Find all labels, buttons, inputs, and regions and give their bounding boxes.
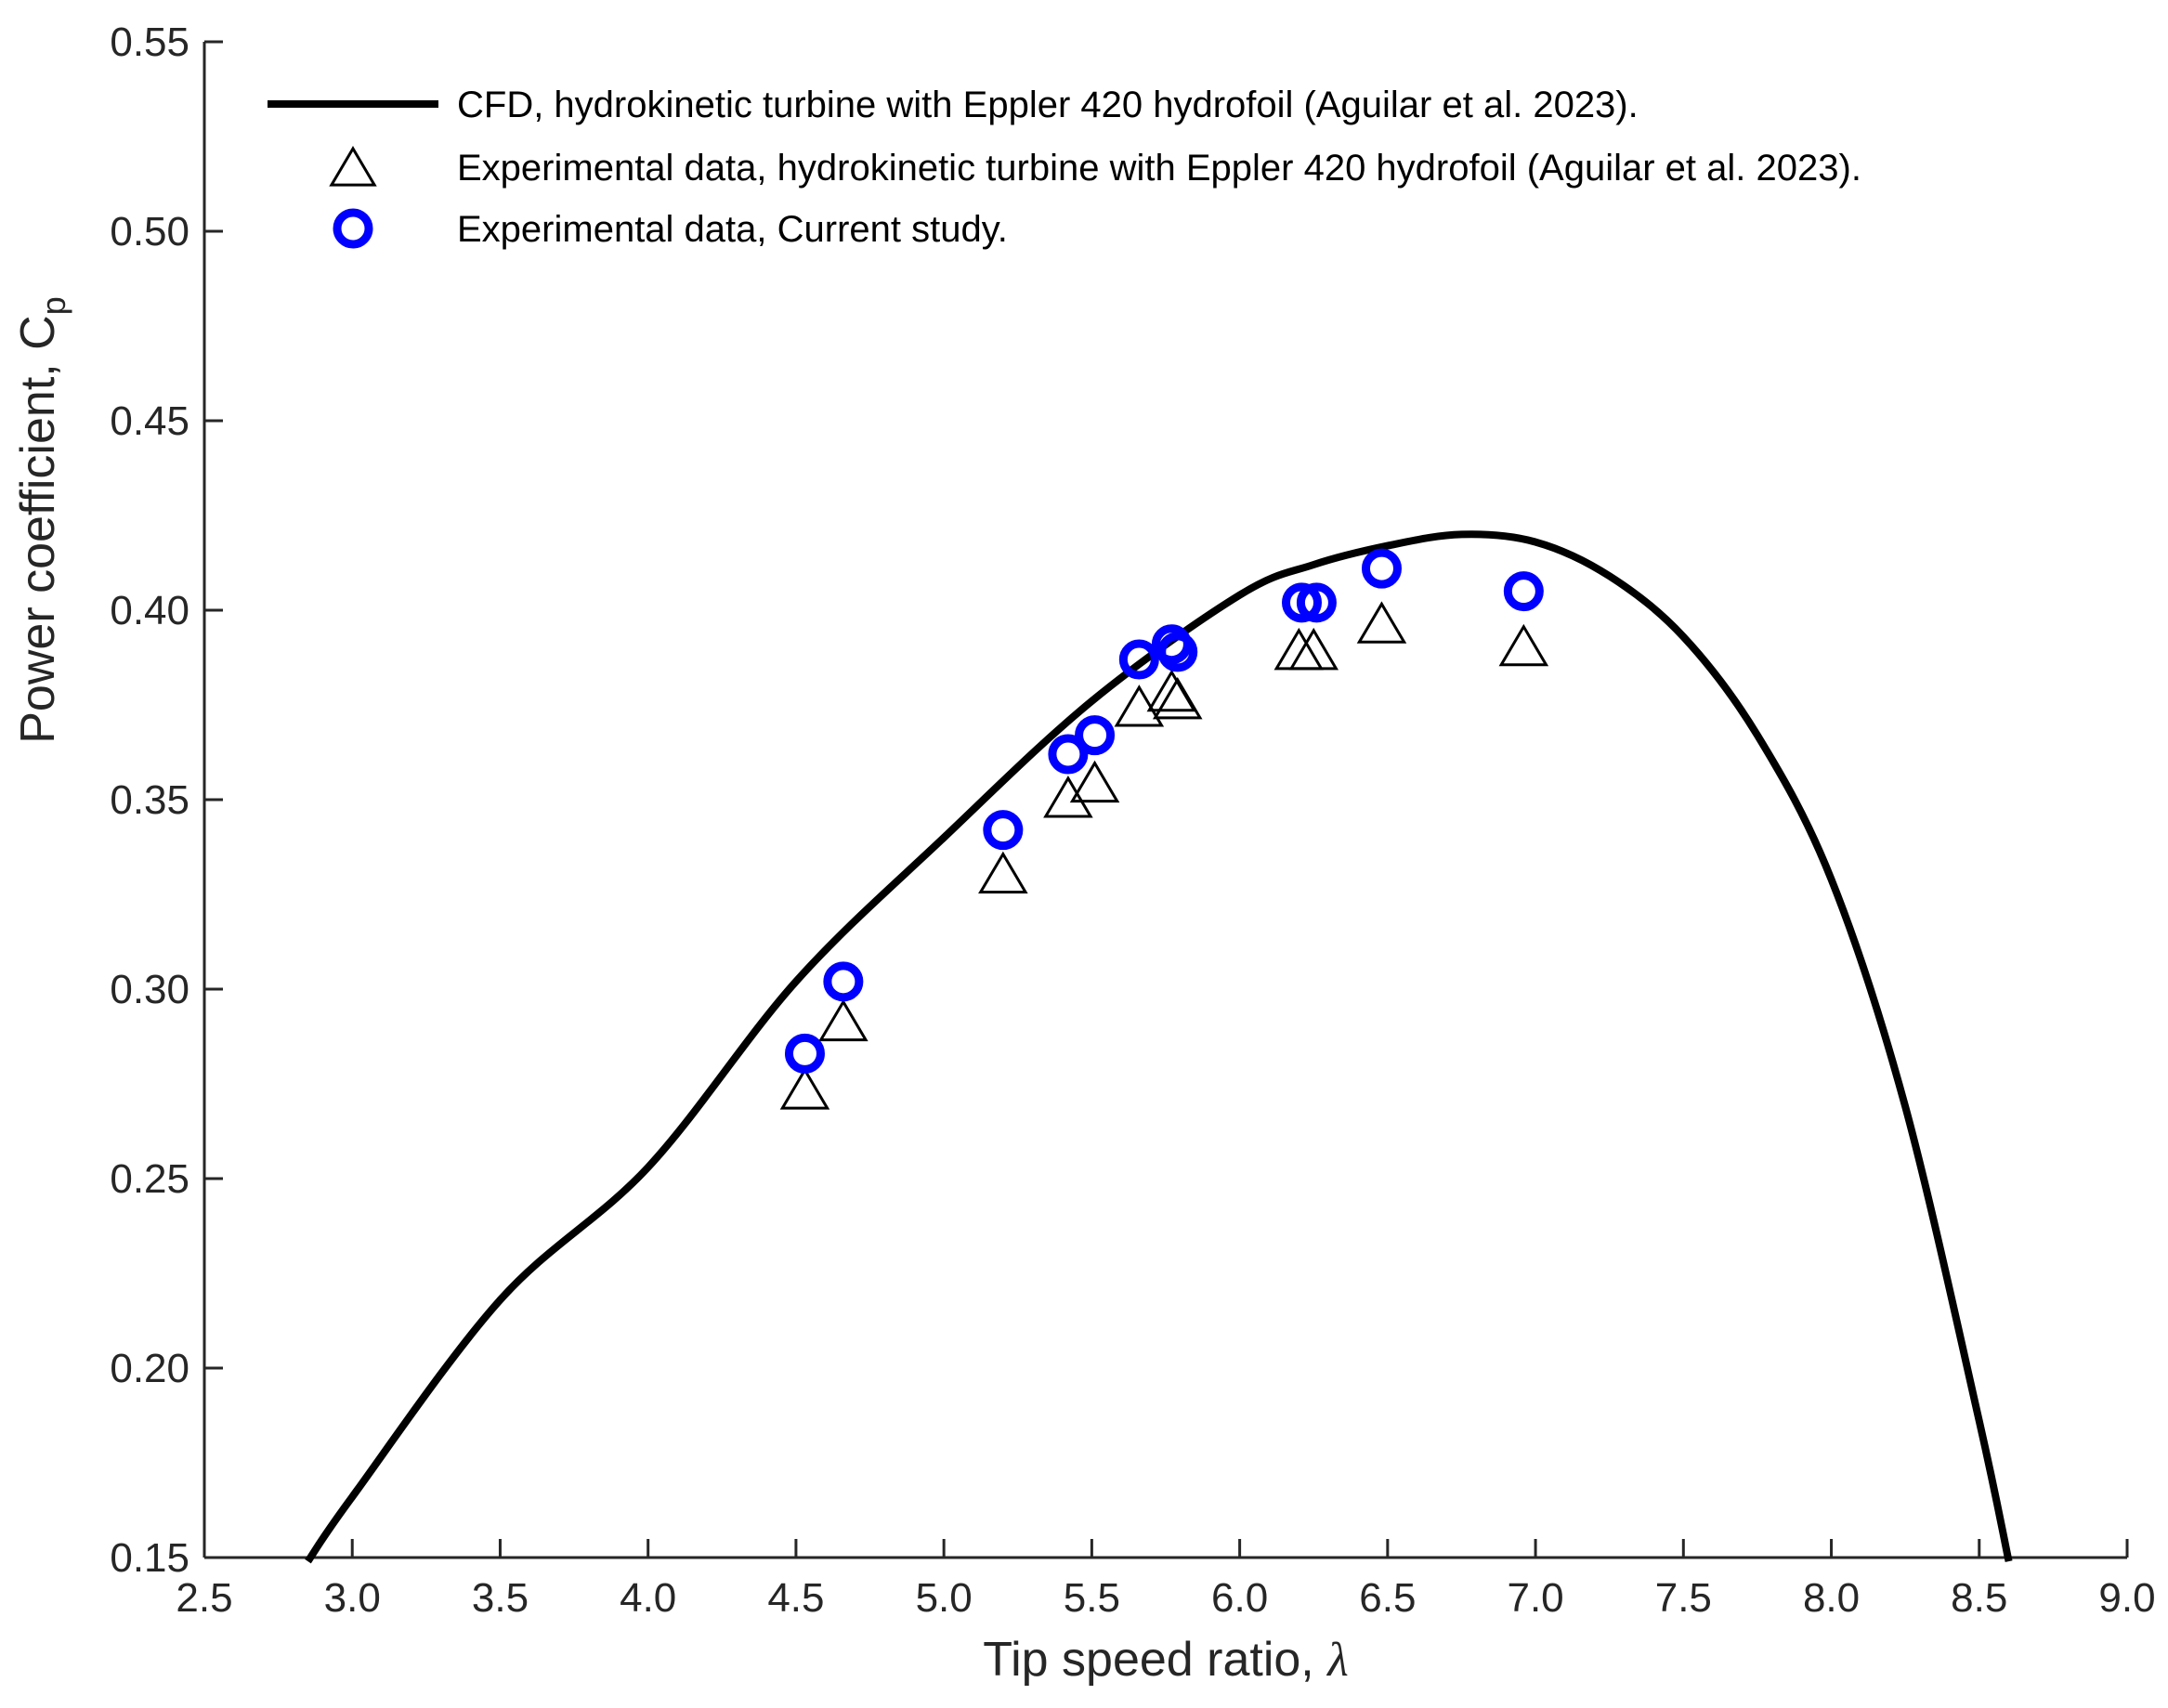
circle-marker: [1281, 582, 1322, 623]
x-tick-label: 3.0: [324, 1575, 381, 1621]
y-tick-label: 0.30: [110, 967, 189, 1012]
x-axis-title-symbol: λ: [1326, 1634, 1349, 1687]
series-lines: [305, 530, 2013, 1564]
triangle-marker: [779, 1067, 830, 1110]
legend-triangle-symbol: [329, 146, 377, 187]
x-tick-label: 7.5: [1655, 1575, 1712, 1621]
x-tick-label: 9.0: [2098, 1575, 2155, 1621]
x-axis-ticks: 2.5 3.0 3.5 4.0 4.5 5.0 5.5 6.0 6.5 7.0 7.5 8.0 8.5 9…: [176, 1539, 2156, 1621]
x-tick-label: 7.0: [1507, 1575, 1563, 1621]
circle-marker: [1075, 715, 1116, 756]
triangle-marker: [1288, 627, 1339, 671]
legend-label: CFD, hydrokinetic turbine with Eppler 42…: [457, 85, 1639, 125]
y-tick-label: 0.40: [110, 588, 189, 633]
circle-marker: [1157, 632, 1198, 672]
y-axis-title-subscript: p: [34, 296, 72, 315]
circle-marker: [1361, 548, 1402, 589]
triangle-marker: [1273, 627, 1325, 671]
x-tick-label: 8.5: [1951, 1575, 2007, 1621]
y-tick-label: 0.55: [110, 20, 189, 65]
y-axis-ticks: 0.15 0.20 0.25 0.30 0.35 0.40 0.45 0.50 0.55: [110, 20, 223, 1581]
y-tick-label: 0.35: [110, 777, 189, 823]
legend: CFD, hydrokinetic turbine with Eppler 42…: [268, 85, 1861, 250]
triangle-marker: [1114, 685, 1165, 727]
y-tick-label: 0.25: [110, 1156, 189, 1202]
series-markers: [779, 548, 1549, 1110]
x-tick-label: 5.0: [916, 1575, 973, 1621]
y-tick-label: 0.50: [110, 209, 189, 254]
x-tick-label: 4.5: [767, 1575, 824, 1621]
x-tick-label: 2.5: [176, 1575, 232, 1621]
legend-label: Experimental data, hydrokinetic turbine …: [457, 148, 1861, 189]
y-tick-label: 0.20: [110, 1346, 189, 1391]
circle-marker: [1296, 582, 1337, 623]
triangle-marker: [818, 998, 869, 1042]
x-tick-label: 6.0: [1211, 1575, 1268, 1621]
triangle-marker: [1356, 601, 1407, 644]
circle-marker: [784, 1033, 825, 1074]
circle-marker: [1118, 639, 1159, 680]
x-axis-title: Tip speed ratio, λ: [983, 1633, 1348, 1687]
circle-marker: [823, 961, 864, 1002]
plot-area: [305, 530, 2013, 1564]
y-axis-title-text: Power coefficient, C: [11, 315, 65, 743]
triangle-marker: [978, 851, 1028, 894]
x-tick-label: 5.5: [1064, 1575, 1120, 1621]
x-tick-label: 8.0: [1803, 1575, 1860, 1621]
y-axis-title: Power coefficient, Cp: [11, 296, 72, 744]
legend-circle-symbol: [333, 208, 373, 249]
triangle-marker: [1498, 623, 1549, 667]
x-axis-title-text: Tip speed ratio,: [983, 1633, 1327, 1687]
y-tick-label: 0.15: [110, 1535, 189, 1581]
x-tick-label: 6.5: [1359, 1575, 1416, 1621]
axes: [202, 42, 2127, 1559]
triangle-marker: [1043, 776, 1093, 818]
triangle-marker: [1152, 676, 1203, 720]
circle-marker: [1503, 571, 1544, 612]
circle-marker: [983, 810, 1024, 851]
triangle-marker: [1069, 760, 1120, 803]
y-tick-label: 0.45: [110, 398, 189, 444]
x-tick-label: 4.0: [620, 1575, 676, 1621]
x-tick-label: 3.5: [472, 1575, 529, 1621]
cfd-series-line: [305, 530, 2013, 1564]
circle-marker: [1048, 734, 1089, 775]
legend-label: Experimental data, Current study.: [457, 209, 1008, 250]
